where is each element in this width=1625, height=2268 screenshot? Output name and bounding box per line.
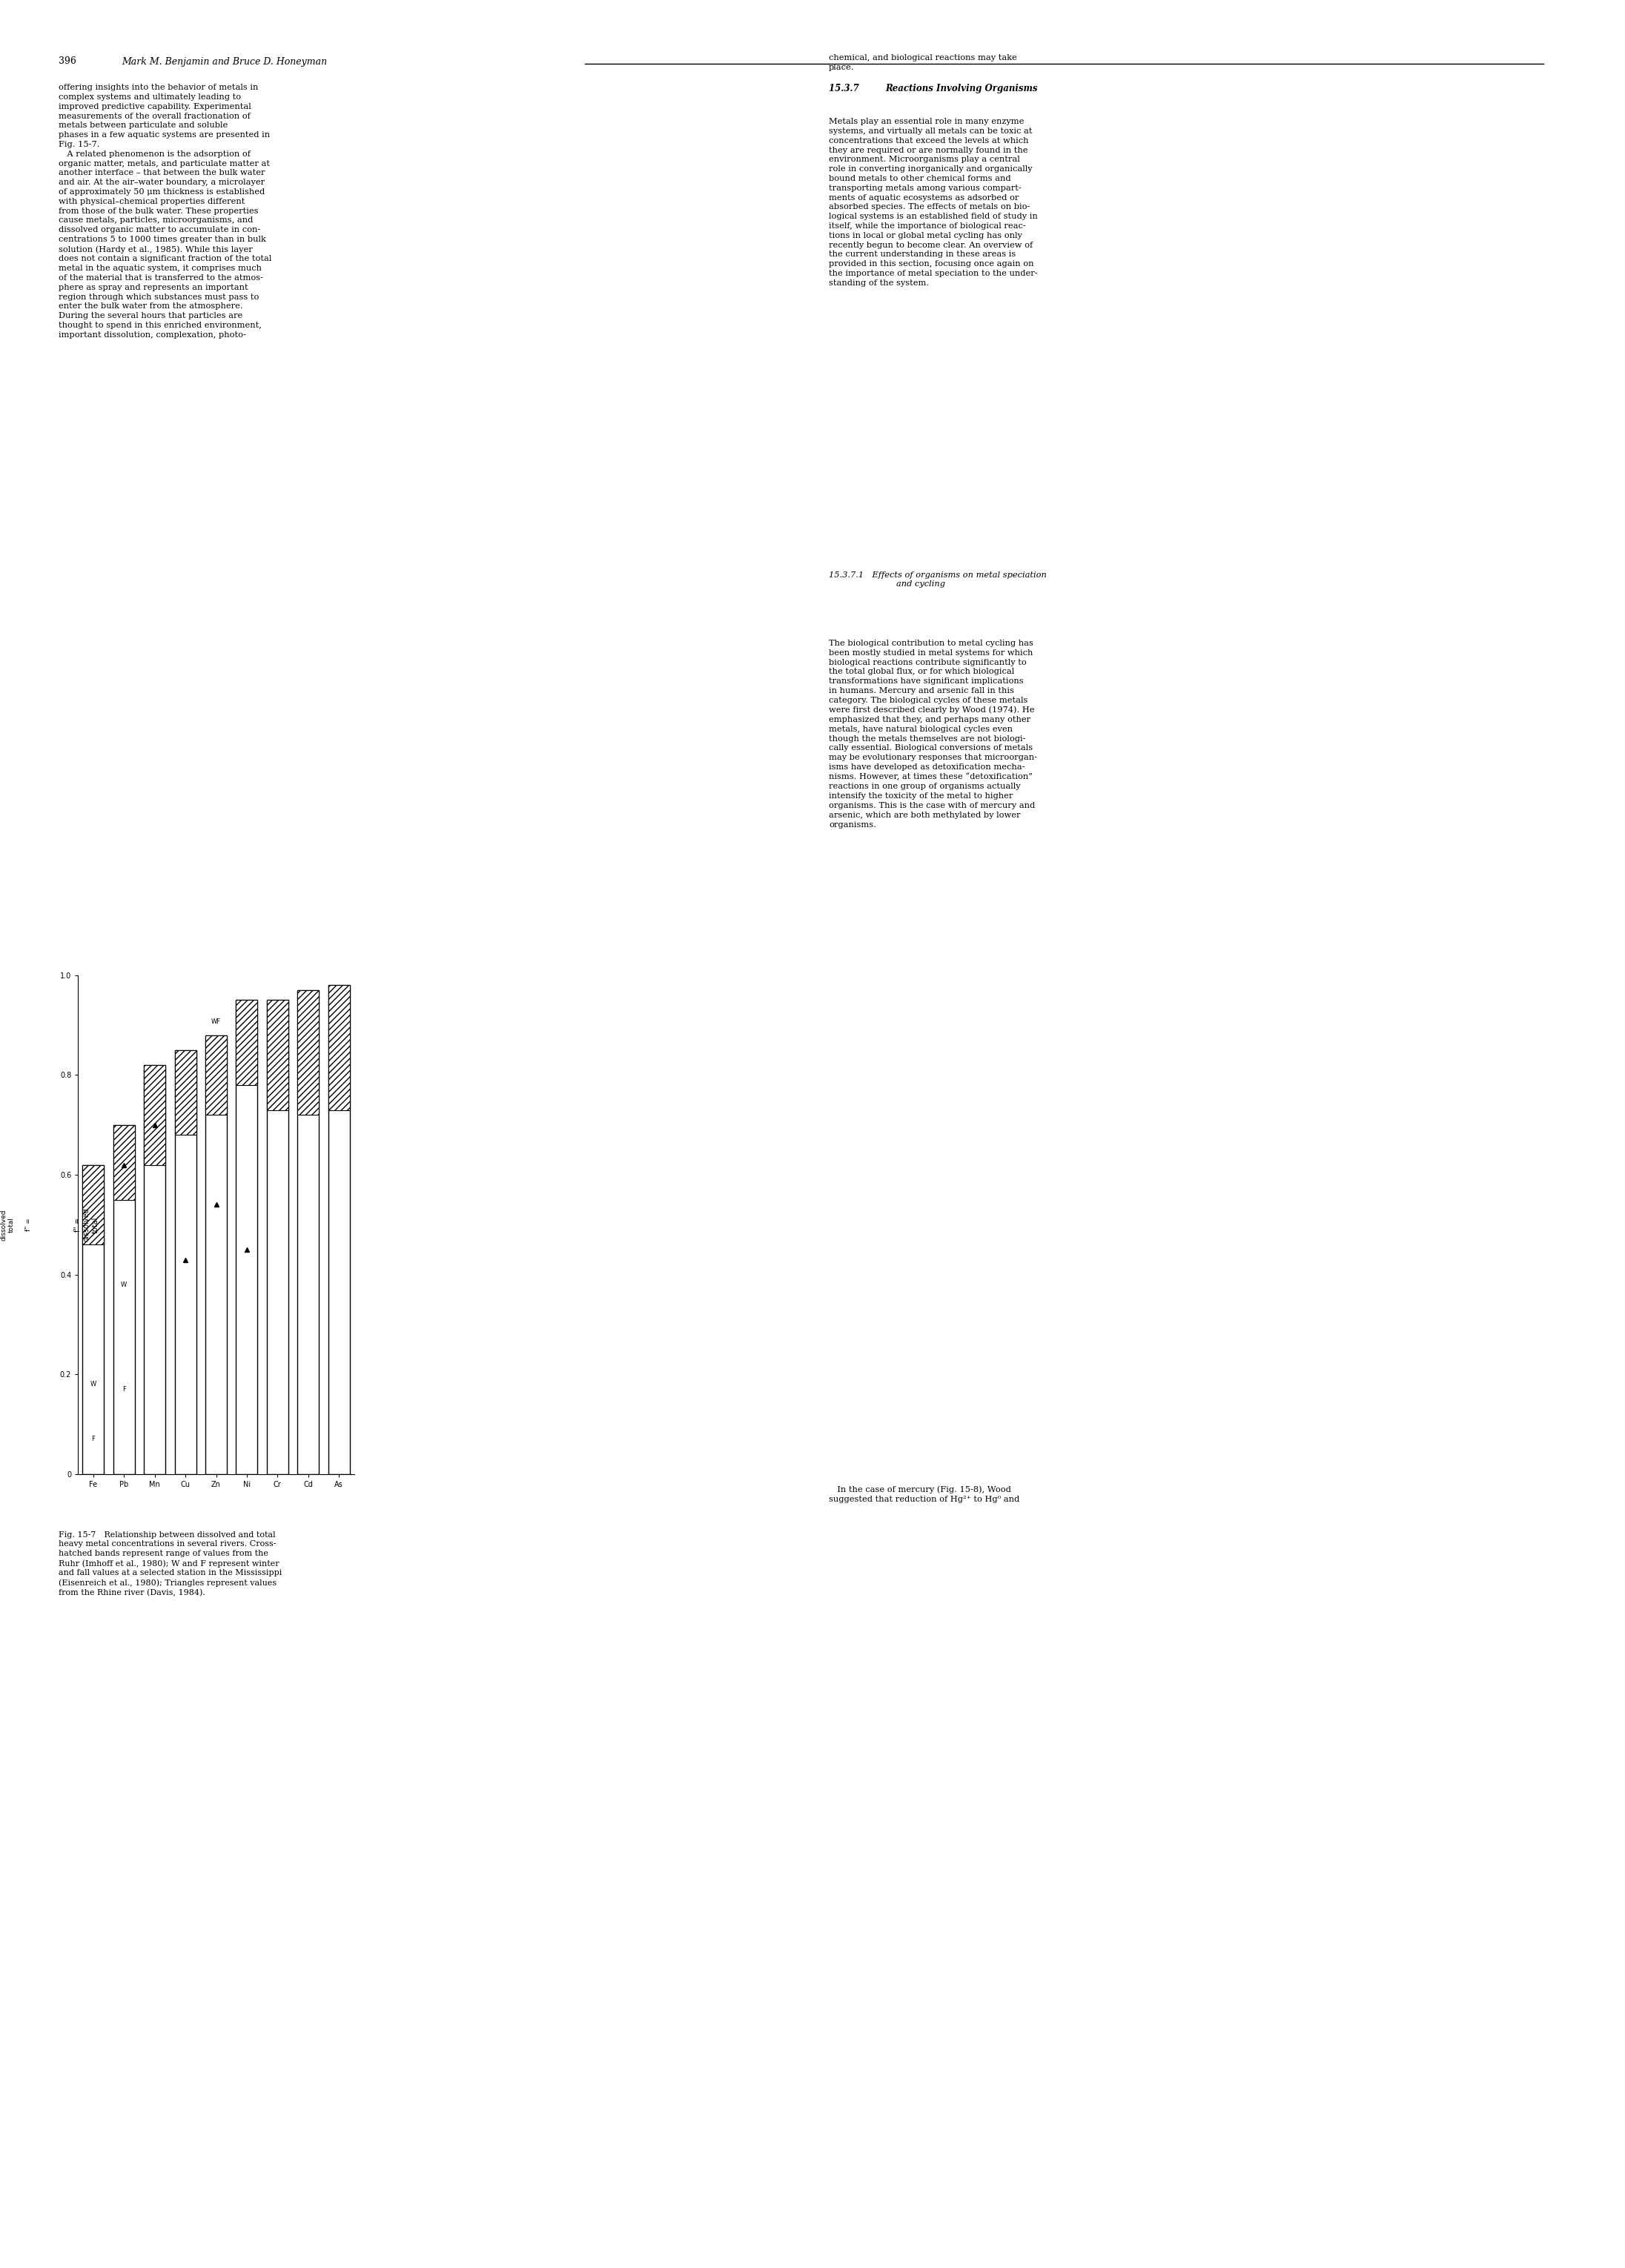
Bar: [205, 1034, 228, 1116]
Bar: [236, 1000, 257, 1474]
Text: dissolved
total: dissolved total: [83, 1209, 99, 1241]
Text: W: W: [120, 1281, 127, 1288]
Bar: [328, 984, 349, 1474]
Text: Fig. 15-7 Relationship between dissolved and total
heavy metal concentrations in: Fig. 15-7 Relationship between dissolved…: [58, 1531, 281, 1597]
Text: 15.3.7: 15.3.7: [829, 84, 868, 93]
Bar: [266, 1000, 288, 1474]
Bar: [266, 1000, 288, 1109]
Bar: [236, 1000, 257, 1084]
Text: The biological contribution to metal cycling has
been mostly studied in metal sy: The biological contribution to metal cyc…: [829, 640, 1037, 828]
Bar: [297, 991, 318, 1474]
Text: W: W: [91, 1381, 96, 1388]
Text: Mark M. Benjamin and Bruce D. Honeyman: Mark M. Benjamin and Bruce D. Honeyman: [122, 57, 327, 66]
Bar: [174, 1050, 197, 1474]
Bar: [145, 1066, 166, 1166]
Text: In the case of mercury (Fig. 15-8), Wood
suggested that reduction of Hg²⁺ to Hg⁰: In the case of mercury (Fig. 15-8), Wood…: [829, 1486, 1019, 1504]
Bar: [83, 1166, 104, 1245]
Text: WF: WF: [211, 1018, 221, 1025]
Text: chemical, and biological reactions may take
place.: chemical, and biological reactions may t…: [829, 54, 1017, 70]
Bar: [145, 1066, 166, 1474]
Text: F: F: [91, 1436, 96, 1442]
Text: f" =: f" =: [75, 1218, 81, 1232]
Text: f" =: f" =: [26, 1218, 32, 1232]
Text: 15.3.7.1 Effects of organisms on metal speciation
        and cycling: 15.3.7.1 Effects of organisms on metal s…: [829, 572, 1046, 587]
Bar: [83, 1166, 104, 1474]
Text: dissolved
total: dissolved total: [0, 1209, 15, 1241]
Bar: [297, 991, 318, 1116]
Bar: [114, 1125, 135, 1200]
Text: F: F: [122, 1386, 125, 1393]
Text: Metals play an essential role in many enzyme
systems, and virtually all metals c: Metals play an essential role in many en…: [829, 118, 1038, 286]
Text: offering insights into the behavior of metals in
complex systems and ultimately : offering insights into the behavior of m…: [58, 84, 271, 338]
Text: 396: 396: [58, 57, 76, 66]
Text: Reactions Involving Organisms: Reactions Involving Organisms: [886, 84, 1038, 93]
Bar: [174, 1050, 197, 1134]
Bar: [114, 1125, 135, 1474]
Bar: [205, 1034, 228, 1474]
Bar: [328, 984, 349, 1109]
